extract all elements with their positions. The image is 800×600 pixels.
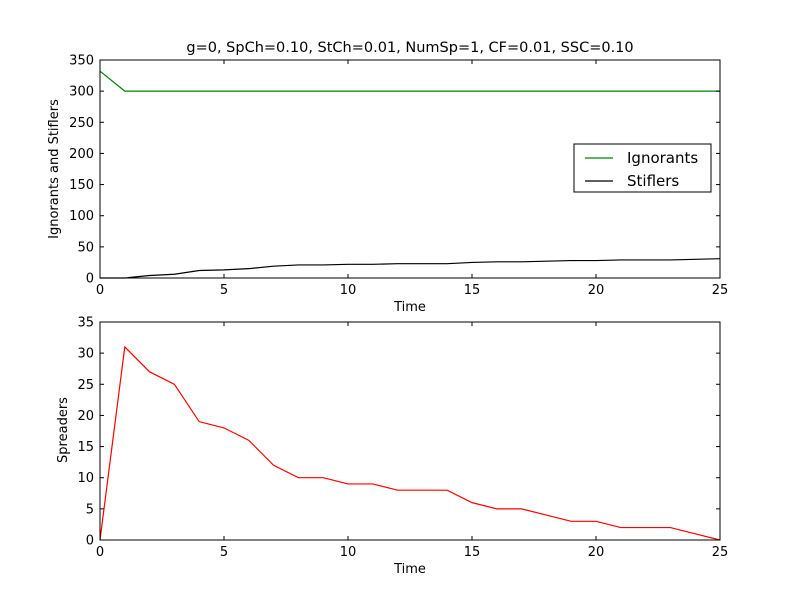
bottom-y-axis-label: Spreaders xyxy=(56,397,71,463)
y-tick-label: 5 xyxy=(86,502,94,517)
plot-frame xyxy=(99,321,721,541)
x-tick-label: 20 xyxy=(588,545,605,560)
y-tick-label: 20 xyxy=(77,409,94,424)
y-tick-label: 350 xyxy=(69,54,94,69)
chart-title: g=0, SpCh=0.10, StCh=0.01, NumSp=1, CF=0… xyxy=(186,40,633,56)
x-tick-label: 10 xyxy=(340,545,357,560)
y-tick-label: 35 xyxy=(77,316,94,331)
legend-label-ignorants: Ignorants xyxy=(627,149,698,167)
x-tick-label: 15 xyxy=(464,545,481,560)
series-line-ignorants xyxy=(99,70,720,92)
y-tick-label: 100 xyxy=(69,209,94,224)
series-line-p1-s0 xyxy=(99,345,721,541)
y-tick-label: 150 xyxy=(69,178,94,193)
legend-box xyxy=(573,143,712,193)
x-tick-label: 20 xyxy=(588,283,605,298)
bottom-plot: 0 5 10 15 20 25 0 5 10 15 20 25 30 35 xyxy=(77,316,728,561)
y-tick-label: 0 xyxy=(86,272,94,287)
plot-frame xyxy=(99,59,721,279)
x-tick-label: 15 xyxy=(464,283,481,298)
top-x-axis-label: Time xyxy=(393,300,426,315)
x-tick-label: 25 xyxy=(712,545,729,560)
legend-label-stiflers: Stiflers xyxy=(627,172,679,190)
y-tick-label: 0 xyxy=(86,534,94,549)
y-tick-label: 30 xyxy=(77,347,94,362)
y-tick-label: 200 xyxy=(69,147,94,162)
x-tick-label: 0 xyxy=(96,283,104,298)
x-tick-label: 0 xyxy=(96,545,104,560)
y-tick-label: 25 xyxy=(77,378,94,393)
y-tick-label: 50 xyxy=(77,240,94,255)
x-tick-label: 5 xyxy=(220,283,228,298)
x-tick-label: 25 xyxy=(712,283,729,298)
top-plot: 0 5 10 15 20 25050100150200250300350Ignorants… xyxy=(69,54,728,299)
x-tick-label: 5 xyxy=(220,545,228,560)
top-y-axis-label: Ignorants and Stiflers xyxy=(47,99,62,239)
y-tick-label: 250 xyxy=(69,116,94,131)
x-tick-label: 10 xyxy=(340,283,357,298)
bottom-x-axis-label: Time xyxy=(393,562,426,577)
series-line-stiflers xyxy=(100,258,721,279)
legend: Ignorants Stiflers xyxy=(573,143,712,193)
y-tick-label: 10 xyxy=(77,471,94,486)
y-tick-label: 15 xyxy=(77,440,94,455)
y-tick-label: 300 xyxy=(69,85,94,100)
